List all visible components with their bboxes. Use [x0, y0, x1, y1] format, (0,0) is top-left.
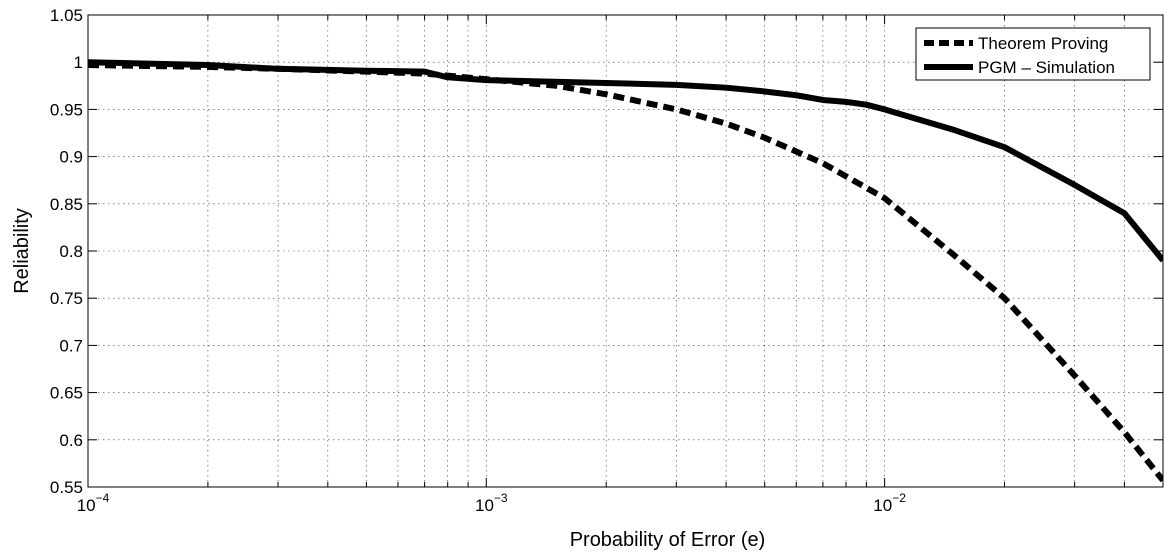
legend-label-pgm-simulation: PGM – Simulation	[978, 58, 1115, 77]
x-tick-label-exponent: −3	[494, 491, 508, 505]
y-tick-label: 0.8	[59, 242, 83, 261]
x-tick-label-exponent: −4	[96, 491, 110, 505]
series-line-pgm-simulation	[88, 59, 1163, 263]
x-tick-label-base: 10	[475, 496, 494, 515]
y-tick-label: 0.85	[50, 195, 83, 214]
x-tick-label: 10−2	[873, 491, 906, 515]
y-tick-label: 0.9	[59, 148, 83, 167]
x-tick-label: 10−3	[475, 491, 508, 515]
series-layer	[88, 59, 1163, 483]
legend-box	[915, 27, 1151, 81]
series-line-theorem-proving	[88, 62, 1163, 483]
y-tick-label: 0.7	[59, 336, 83, 355]
y-tick-label: 1	[74, 53, 83, 72]
legend-label-theorem-proving: Theorem Proving	[978, 34, 1108, 53]
y-axis-label: Reliability	[11, 208, 33, 294]
x-tick-label: 10−4	[77, 491, 110, 515]
legend: Theorem Proving PGM – Simulation	[915, 27, 1151, 81]
y-tick-label: 0.55	[50, 478, 83, 497]
tick-layer: 0.550.60.650.70.750.80.850.90.9511.0510−…	[50, 6, 1163, 515]
y-tick-label: 0.95	[50, 100, 83, 119]
x-axis-label: Probability of Error (e)	[570, 529, 766, 551]
x-tick-label-base: 10	[77, 496, 96, 515]
y-tick-label: 1.05	[50, 6, 83, 25]
y-tick-label: 0.65	[50, 384, 83, 403]
y-tick-label: 0.6	[59, 431, 83, 450]
x-tick-label-exponent: −2	[892, 491, 906, 505]
y-tick-label: 0.75	[50, 289, 83, 308]
x-tick-label-base: 10	[873, 496, 892, 515]
